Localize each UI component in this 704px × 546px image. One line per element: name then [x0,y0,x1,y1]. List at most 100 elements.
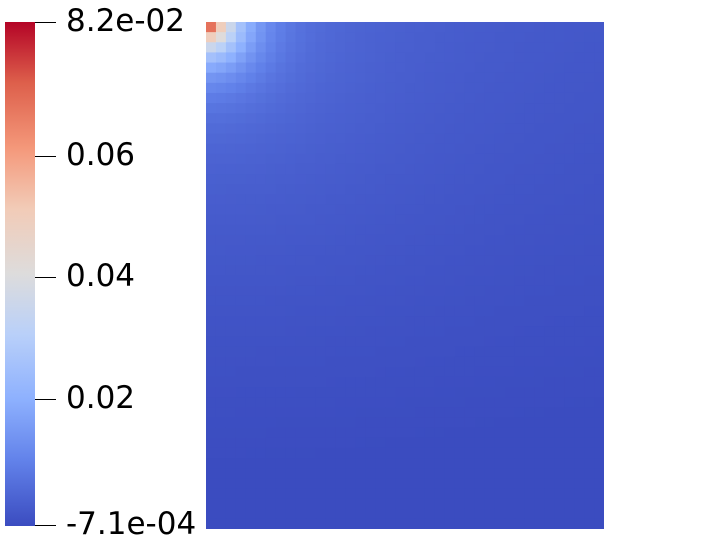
field-cell [385,498,396,510]
field-cell [474,92,486,104]
field-cell [225,356,237,368]
field-cell [395,184,406,195]
field-cell [414,174,426,185]
field-cell [524,224,535,236]
field-cell [365,174,376,185]
field-cell [464,265,476,277]
field-cell [315,72,326,84]
field-cell [524,356,535,368]
field-cell [355,265,366,277]
field-cell [424,143,436,155]
field-cell [375,143,386,155]
field-cell [444,234,456,246]
field-cell [524,478,535,490]
field-cell [225,275,237,287]
field-cell [444,275,456,287]
field-cell [265,417,277,429]
field-cell [315,204,326,216]
field-cell [494,224,506,236]
field-cell [335,336,346,348]
field-cell [574,498,585,510]
field-cell [474,387,486,398]
field-cell [474,295,486,307]
field-cell [524,427,535,439]
field-cell [534,224,545,236]
field-cell [325,366,336,378]
field-cell [494,163,506,175]
field-cell [395,437,406,449]
field-cell [355,113,366,124]
field-cell [474,103,486,114]
field-cell [365,376,376,388]
field-cell [454,163,466,175]
field-cell [564,62,575,74]
field-cell [215,478,227,490]
field-cell [215,194,227,206]
field-cell [584,143,595,155]
field-cell [454,305,466,317]
field-cell [534,468,545,479]
field-cell [554,387,565,398]
field-cell [225,326,237,337]
field-cell [574,468,585,479]
field-cell [554,285,565,297]
field-cell [424,163,436,175]
field-cell [484,92,496,104]
field-cell [265,508,277,520]
field-cell [584,498,595,510]
field-cell [215,387,227,398]
field-cell [275,204,287,216]
colorbar-tick-002 [35,399,56,400]
field-cell [474,437,486,449]
field-cell [215,417,227,429]
field-cell [345,305,356,317]
field-cell [554,133,565,145]
field-cell [315,498,326,510]
field-cell [335,224,346,236]
field-cell [584,224,595,236]
field-cell [285,407,297,419]
field-cell [594,123,604,135]
field-cell [464,366,476,378]
field-cell [594,204,604,216]
field-cell [245,437,257,449]
field-cell [504,427,516,439]
field-cell [584,326,595,337]
field-cell [375,42,386,54]
field-cell [275,437,287,449]
field-cell [434,376,446,388]
field-cell [255,174,267,185]
field-cell [514,113,525,124]
field-cell [544,245,555,256]
field-cell [514,468,525,479]
field-cell [405,103,416,114]
field-cell [534,52,545,64]
field-cell [315,52,326,64]
field-cell [305,397,317,408]
field-cell [584,194,595,206]
field-cell [225,72,237,84]
field-cell [474,305,486,317]
field-cell [375,32,386,43]
field-cell [454,224,466,236]
field-cell [584,508,595,520]
field-cell [454,518,466,529]
field-cell [235,224,247,236]
field-cell [305,42,317,54]
field-cell [554,336,565,348]
field-cell [395,468,406,479]
field-cell [584,488,595,500]
field-cell [215,295,227,307]
field-cell [564,417,575,429]
field-cell [544,458,555,469]
field-cell [206,214,217,226]
field-cell [385,508,396,520]
field-cell [464,113,476,124]
field-cell [245,42,257,54]
field-cell [524,143,535,155]
field-cell [375,478,386,490]
field-cell [594,113,604,124]
field-cell [574,143,585,155]
field-cell [315,163,326,175]
field-cell [474,326,486,337]
